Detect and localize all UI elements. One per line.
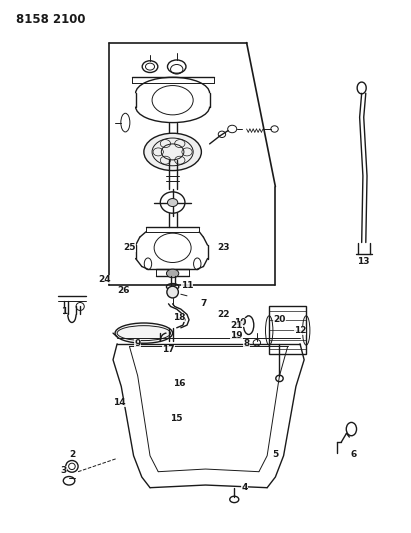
Text: 7: 7: [200, 300, 207, 308]
Text: 12: 12: [294, 326, 306, 335]
Ellipse shape: [115, 323, 173, 343]
Ellipse shape: [168, 199, 178, 207]
Ellipse shape: [167, 286, 178, 298]
Text: 21: 21: [230, 321, 242, 329]
Text: 2: 2: [69, 450, 75, 458]
Ellipse shape: [144, 133, 201, 171]
Text: 11: 11: [181, 281, 193, 289]
Text: 9: 9: [134, 340, 141, 348]
Ellipse shape: [166, 269, 179, 278]
Text: 4: 4: [241, 483, 248, 492]
Text: 13: 13: [358, 257, 370, 265]
Text: 8158 2100: 8158 2100: [16, 13, 86, 26]
Text: 18: 18: [173, 313, 185, 321]
Text: 8: 8: [243, 340, 250, 348]
Text: 25: 25: [123, 244, 136, 252]
Text: 16: 16: [173, 379, 185, 388]
Text: 20: 20: [273, 316, 286, 324]
Text: 10: 10: [234, 318, 247, 327]
Text: 24: 24: [99, 276, 111, 284]
Text: 15: 15: [171, 414, 183, 423]
Text: 22: 22: [218, 310, 230, 319]
Text: 26: 26: [117, 286, 129, 295]
Text: 14: 14: [113, 398, 125, 407]
Text: 5: 5: [272, 450, 279, 458]
Text: 3: 3: [60, 466, 67, 474]
Text: 17: 17: [162, 345, 175, 353]
Text: 19: 19: [230, 332, 242, 340]
Bar: [269, 306, 306, 354]
Text: 1: 1: [60, 308, 67, 316]
Text: 6: 6: [350, 450, 357, 458]
Text: 23: 23: [218, 244, 230, 252]
